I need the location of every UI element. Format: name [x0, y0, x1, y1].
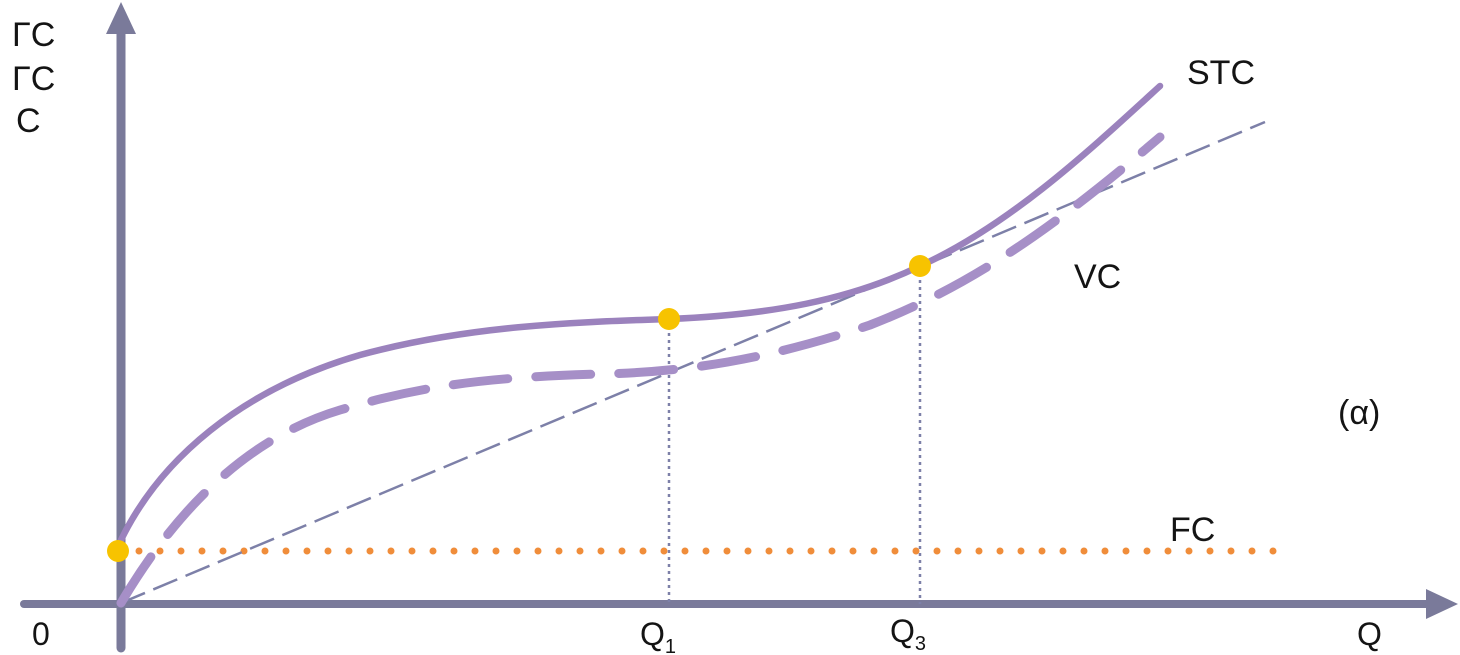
vc-label: VC	[1074, 258, 1121, 296]
x-axis-label: Q	[1357, 616, 1382, 652]
fc-intercept-point	[107, 540, 129, 562]
fc-label: FC	[1170, 511, 1215, 549]
vc-curve	[116, 132, 1165, 608]
q1-stc-point	[658, 308, 680, 330]
q1-tick-label: Q1	[640, 616, 676, 655]
stc-curve	[117, 82, 1164, 544]
stc-label: STC	[1187, 54, 1255, 92]
y-axis-arrowhead	[106, 2, 136, 34]
y-axis-label-line-2: ΓC	[12, 60, 55, 98]
y-axis-label-line-1: ΓC	[12, 16, 55, 54]
x-axis-arrowhead	[1426, 589, 1458, 619]
panel-tag: (α)	[1338, 394, 1380, 432]
y-axis-label-line-3: C	[16, 102, 41, 140]
q3-stc-point	[909, 255, 931, 277]
q3-tick-label: Q3	[890, 613, 926, 655]
origin-label: 0	[32, 616, 50, 652]
